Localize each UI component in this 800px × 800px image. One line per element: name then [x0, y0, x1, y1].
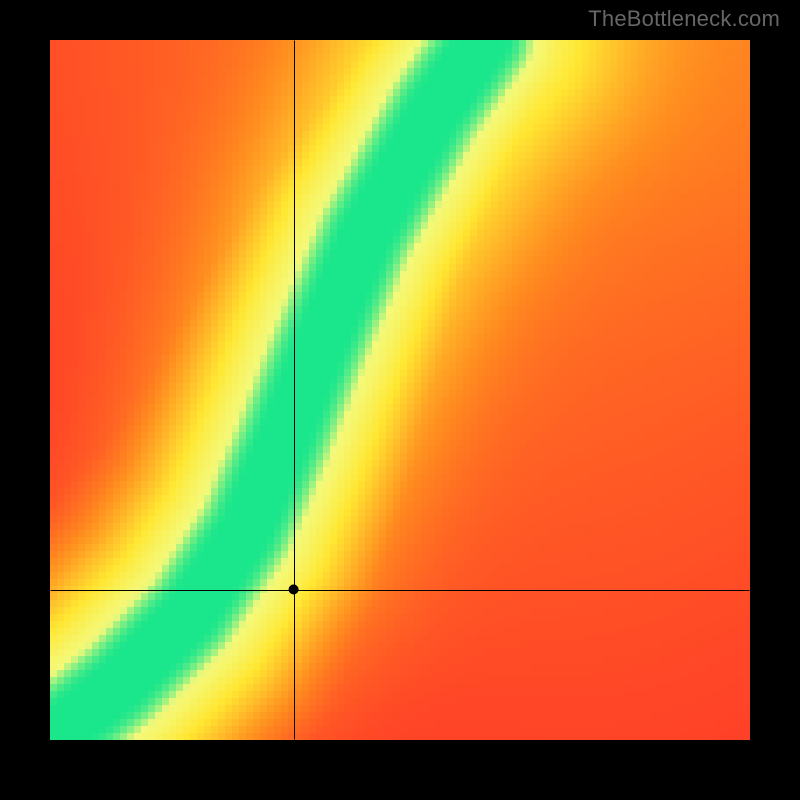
- chart-container: TheBottleneck.com: [0, 0, 800, 800]
- watermark-text: TheBottleneck.com: [588, 6, 780, 32]
- heatmap-canvas: [50, 40, 750, 740]
